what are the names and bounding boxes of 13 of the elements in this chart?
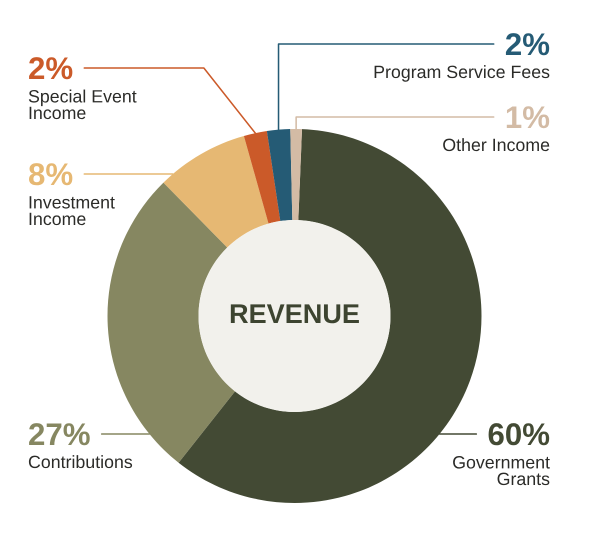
data-label: 1% bbox=[506, 106, 550, 128]
data-label: 60% bbox=[488, 423, 550, 446]
slice-label: Government Grants bbox=[453, 456, 550, 486]
slice-label: Special Event Income bbox=[28, 90, 137, 120]
slice-label: Other Income bbox=[443, 138, 550, 152]
slice-label: Investment Income bbox=[30, 196, 115, 226]
data-label: 2% bbox=[29, 57, 72, 80]
text: REVENUE bbox=[230, 304, 359, 324]
data-label: 8% bbox=[28, 163, 72, 186]
data-label: 27% bbox=[29, 423, 90, 446]
data-label: 2% bbox=[506, 33, 550, 56]
slice-label: Program Service Fees bbox=[374, 65, 550, 82]
slice-label: Contributions bbox=[28, 455, 132, 468]
